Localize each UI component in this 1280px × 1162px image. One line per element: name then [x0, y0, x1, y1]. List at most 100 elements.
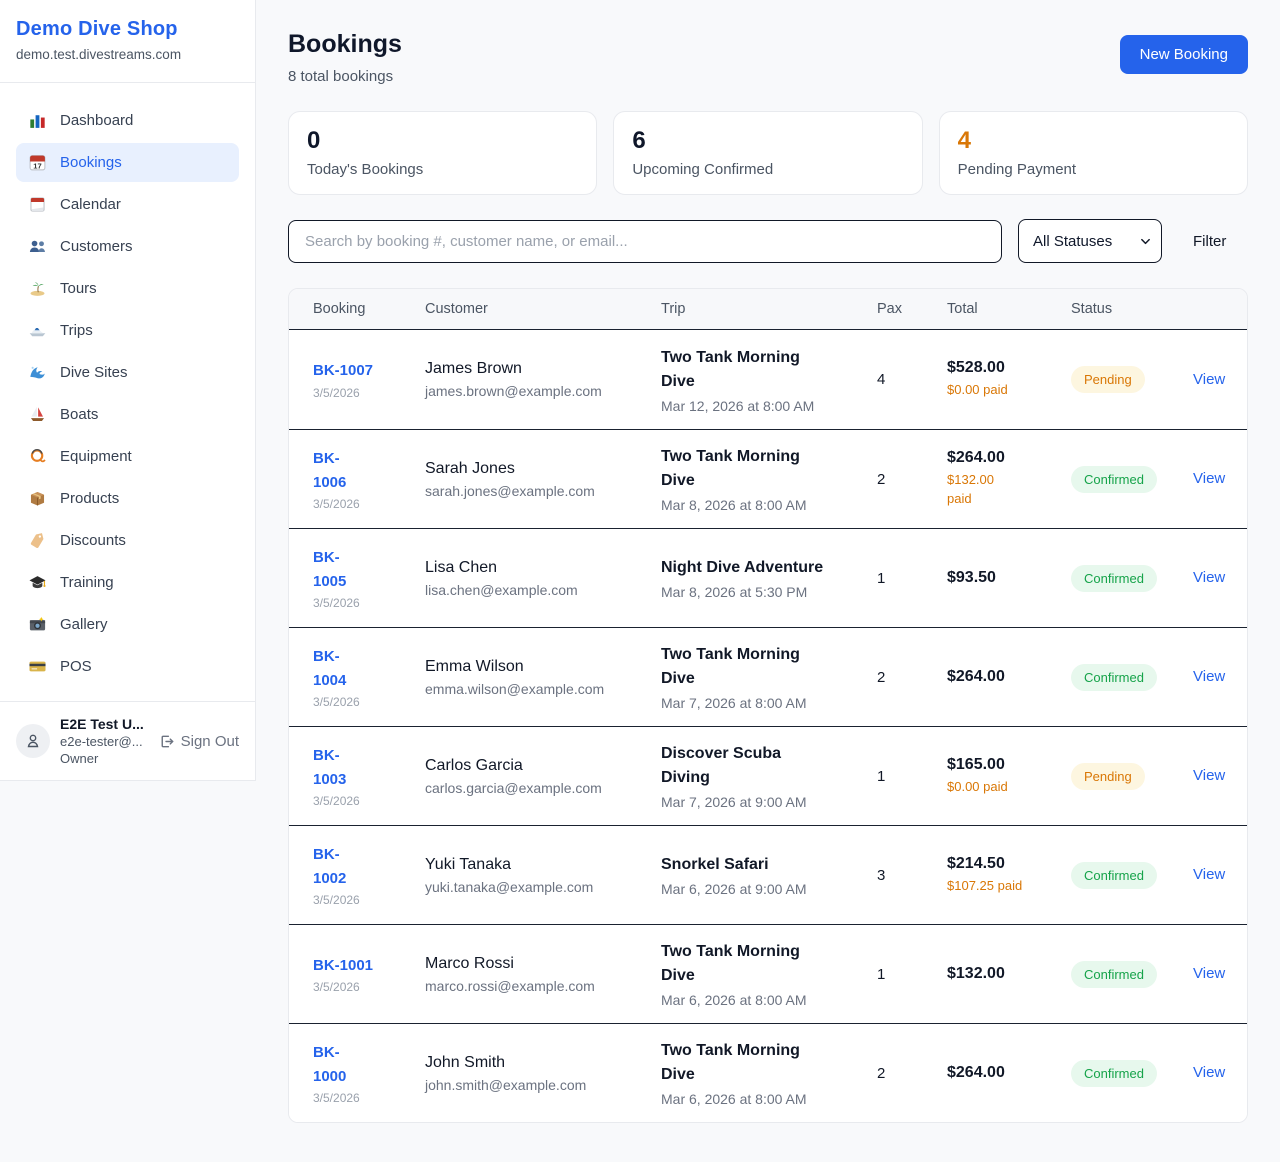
- wave-icon: [28, 363, 47, 382]
- total-cell: $264.00 $132.00 paid: [947, 449, 1071, 509]
- sidebar-item-tours[interactable]: Tours: [16, 269, 239, 308]
- graduation-cap-icon: [28, 573, 47, 592]
- booking-date: 3/5/2026: [313, 980, 360, 995]
- view-link[interactable]: View: [1193, 965, 1226, 982]
- sidebar-item-boats[interactable]: Boats: [16, 395, 239, 434]
- col-header-booking: Booking: [313, 301, 366, 317]
- view-link[interactable]: View: [1193, 470, 1226, 487]
- col-header-trip: Trip: [661, 301, 686, 317]
- sign-out-button[interactable]: Sign Out: [158, 733, 239, 750]
- view-link[interactable]: View: [1193, 370, 1226, 388]
- sidebar-item-dashboard[interactable]: Dashboard: [16, 101, 239, 140]
- sidebar-item-label: Products: [60, 490, 120, 507]
- view-link[interactable]: View: [1193, 1064, 1226, 1081]
- tear-off-calendar-icon: [28, 195, 47, 214]
- sidebar-item-dive-sites[interactable]: Dive Sites: [16, 353, 239, 392]
- customer-cell: John Smith john.smith@example.com: [425, 1054, 661, 1093]
- total-amount: $528.00: [947, 359, 1005, 377]
- user-name: E2E Test U...: [60, 716, 144, 732]
- total-cell: $132.00: [947, 965, 1071, 983]
- pax-count: 4: [877, 371, 886, 388]
- customer-email: sarah.jones@example.com: [425, 482, 595, 499]
- trip-datetime: Mar 7, 2026 at 8:00 AM: [661, 695, 807, 711]
- trip-cell: Two Tank Morning Dive Mar 12, 2026 at 8:…: [661, 346, 877, 414]
- sidebar-item-label: Dashboard: [60, 112, 134, 129]
- booking-row-bk-1006: BK- 1006 3/5/2026 Sarah Jones sarah.jone…: [289, 429, 1247, 528]
- svg-text:17: 17: [33, 161, 41, 170]
- booking-row-bk-1007: BK-1007 3/5/2026 James Brown james.brown…: [289, 330, 1247, 429]
- view-link[interactable]: View: [1193, 569, 1226, 586]
- customer-cell: James Brown james.brown@example.com: [425, 360, 661, 399]
- customer-name: James Brown: [425, 360, 522, 377]
- sidebar-item-pos[interactable]: POS: [16, 647, 239, 686]
- col-header-status: Status: [1071, 301, 1113, 317]
- brand-name: Demo Dive Shop: [16, 18, 178, 40]
- actions-cell: View: [1193, 1064, 1227, 1082]
- booking-cell: BK-1001 3/5/2026: [313, 954, 425, 994]
- status-badge: Confirmed: [1071, 1059, 1157, 1087]
- sidebar-item-customers[interactable]: Customers: [16, 227, 239, 266]
- sidebar-item-bookings[interactable]: 17 Bookings: [16, 143, 239, 182]
- booking-date: 3/5/2026: [313, 385, 360, 400]
- stat-value: 4: [957, 127, 972, 154]
- view-link[interactable]: View: [1193, 668, 1226, 685]
- filter-button[interactable]: Filter: [1193, 232, 1227, 250]
- sidebar-item-calendar[interactable]: Calendar: [16, 185, 239, 224]
- view-link[interactable]: View: [1193, 866, 1226, 883]
- customer-cell: Yuki Tanaka yuki.tanaka@example.com: [425, 856, 661, 895]
- sidebar-item-label: Calendar: [60, 196, 121, 213]
- status-cell: Confirmed: [1071, 1059, 1193, 1087]
- total-amount: $264.00: [947, 449, 1005, 467]
- customer-email: marco.rossi@example.com: [425, 977, 595, 994]
- booking-id-link[interactable]: BK-1001: [313, 956, 374, 974]
- booking-id-link[interactable]: BK- 1000: [313, 1044, 347, 1085]
- search-input[interactable]: [288, 219, 1002, 263]
- user-email: e2e-tester@...: [60, 734, 143, 749]
- status-cell: Pending: [1071, 762, 1193, 790]
- pax-count: 2: [877, 668, 886, 686]
- customer-cell: Lisa Chen lisa.chen@example.com: [425, 559, 661, 598]
- sidebar-item-discounts[interactable]: Discounts: [16, 521, 239, 560]
- customer-email: carlos.garcia@example.com: [425, 779, 602, 796]
- new-booking-button[interactable]: New Booking: [1119, 35, 1248, 74]
- trip-name: Discover Scuba Diving: [661, 745, 782, 786]
- trip-datetime: Mar 6, 2026 at 8:00 AM: [661, 992, 807, 1008]
- view-link[interactable]: View: [1193, 767, 1226, 784]
- total-amount: $264.00: [947, 668, 1005, 685]
- sidebar-item-gallery[interactable]: Gallery: [16, 605, 239, 644]
- pax-count: 3: [877, 866, 886, 884]
- pax-count: 1: [877, 965, 886, 983]
- status-badge: Confirmed: [1071, 564, 1157, 592]
- booking-id-link[interactable]: BK- 1002: [313, 846, 347, 887]
- stat-card-upcoming-confirmed: 6 Upcoming Confirmed: [613, 111, 923, 195]
- credit-card-icon: [28, 657, 47, 676]
- sidebar-item-products[interactable]: Products: [16, 479, 239, 518]
- sign-out-label: Sign Out: [180, 732, 239, 750]
- booking-row-bk-1001: BK-1001 3/5/2026 Marco Rossi marco.rossi…: [289, 924, 1247, 1023]
- actions-cell: View: [1193, 569, 1227, 587]
- status-badge: Pending: [1071, 366, 1145, 393]
- actions-cell: View: [1193, 371, 1227, 389]
- booking-id-link[interactable]: BK- 1004: [313, 648, 347, 689]
- customer-name: Sarah Jones: [425, 459, 515, 477]
- avatar: [16, 724, 50, 758]
- actions-cell: View: [1193, 668, 1227, 686]
- sidebar-item-trips[interactable]: Trips: [16, 311, 239, 350]
- trip-cell: Two Tank Morning Dive Mar 6, 2026 at 8:0…: [661, 940, 877, 1008]
- status-select[interactable]: All Statuses: [1018, 219, 1162, 263]
- sidebar-item-training[interactable]: Training: [16, 563, 239, 602]
- booking-id-link[interactable]: BK-1007: [313, 362, 374, 380]
- booking-cell: BK- 1005 3/5/2026: [313, 546, 425, 610]
- status-select-wrap: All Statuses: [1018, 219, 1162, 263]
- booking-id-link[interactable]: BK- 1005: [313, 549, 347, 590]
- sidebar-item-label: Trips: [60, 322, 93, 339]
- customer-cell: Marco Rossi marco.rossi@example.com: [425, 955, 661, 994]
- sidebar-item-label: Equipment: [60, 448, 132, 465]
- booking-id-link[interactable]: BK- 1003: [313, 747, 347, 788]
- status-cell: Confirmed: [1071, 960, 1193, 988]
- booking-id-link[interactable]: BK- 1006: [313, 450, 347, 491]
- sidebar-item-equipment[interactable]: Equipment: [16, 437, 239, 476]
- total-amount: $93.50: [947, 569, 996, 586]
- trip-cell: Snorkel Safari Mar 6, 2026 at 9:00 AM: [661, 853, 877, 897]
- stats-row: 0 Today's Bookings 6 Upcoming Confirmed …: [288, 111, 1248, 195]
